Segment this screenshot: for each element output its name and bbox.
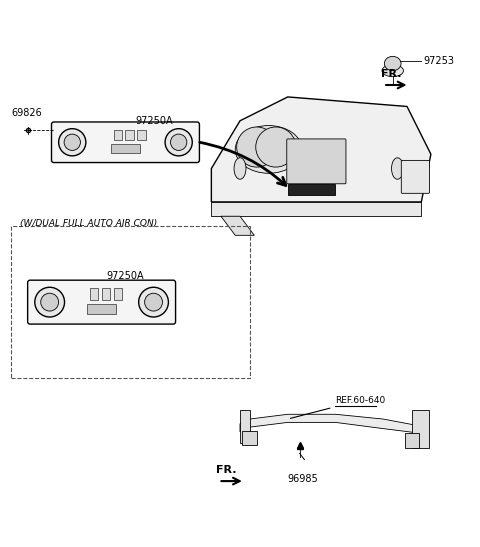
Circle shape: [165, 129, 192, 156]
Ellipse shape: [235, 126, 302, 173]
Text: 97250A: 97250A: [135, 115, 173, 126]
Polygon shape: [211, 97, 431, 202]
FancyBboxPatch shape: [28, 280, 176, 324]
Text: 97250A: 97250A: [107, 271, 144, 281]
Bar: [242, 431, 257, 445]
Text: FR.: FR.: [381, 69, 401, 79]
Text: 96985: 96985: [288, 474, 318, 484]
FancyBboxPatch shape: [401, 160, 430, 193]
Bar: [114, 288, 122, 300]
Bar: [102, 288, 110, 300]
Bar: [288, 184, 336, 195]
Circle shape: [64, 134, 81, 150]
Bar: [87, 304, 116, 314]
Circle shape: [35, 287, 64, 317]
Circle shape: [139, 287, 168, 317]
Circle shape: [170, 134, 187, 150]
Ellipse shape: [234, 158, 246, 179]
Circle shape: [59, 129, 86, 156]
FancyBboxPatch shape: [51, 122, 199, 162]
Bar: [125, 130, 134, 141]
Text: 97253: 97253: [424, 56, 455, 66]
Bar: [11, 226, 250, 379]
Circle shape: [237, 127, 277, 167]
Circle shape: [256, 127, 296, 167]
Polygon shape: [240, 410, 250, 443]
Polygon shape: [412, 410, 429, 447]
Polygon shape: [221, 216, 254, 235]
Circle shape: [41, 293, 59, 311]
Text: 69826: 69826: [11, 108, 42, 118]
Bar: [114, 130, 122, 141]
Polygon shape: [211, 202, 421, 216]
Bar: [137, 130, 146, 141]
Ellipse shape: [392, 158, 404, 179]
Ellipse shape: [384, 56, 401, 71]
Text: FR.: FR.: [216, 465, 237, 475]
Bar: [111, 144, 140, 153]
Bar: [90, 288, 98, 300]
Polygon shape: [240, 414, 421, 433]
Circle shape: [144, 293, 162, 311]
Text: (W/DUAL FULL AUTO AIR CON): (W/DUAL FULL AUTO AIR CON): [21, 219, 158, 228]
Text: REF.60-640: REF.60-640: [290, 395, 386, 418]
FancyBboxPatch shape: [287, 139, 346, 184]
Ellipse shape: [382, 65, 404, 77]
Bar: [405, 433, 419, 447]
